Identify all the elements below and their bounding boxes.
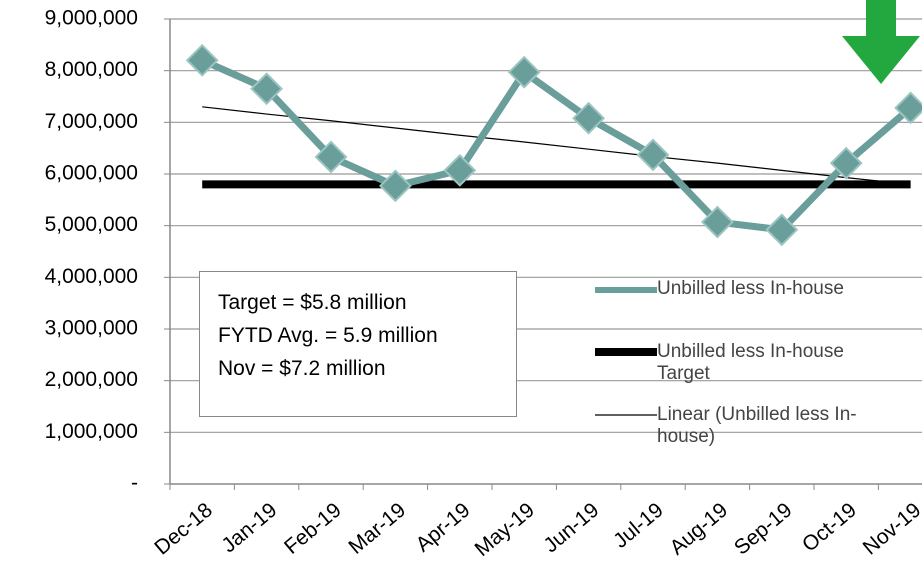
marker <box>829 146 863 180</box>
y-tick-label: 3,000,000 <box>45 317 138 340</box>
series-line <box>200 57 913 234</box>
marker <box>572 101 606 135</box>
annotation: Nov = $7.2 million <box>218 357 386 380</box>
x-tick-label: Jul-19 <box>609 498 668 552</box>
annotation: FYTD Avg. = 5.9 million <box>218 324 438 347</box>
y-tick-label: 6,000,000 <box>45 162 138 185</box>
marker <box>250 72 284 106</box>
y-tick-label: 1,000,000 <box>45 420 138 443</box>
x-tick-label: Mar-19 <box>344 498 410 558</box>
marker <box>507 55 541 89</box>
down-arrow <box>842 0 920 84</box>
marker <box>700 205 734 239</box>
legend-label: Unbilled less In-house <box>657 278 844 299</box>
y-tick-label: - <box>131 472 138 495</box>
x-tick-label: Jun-19 <box>539 498 603 557</box>
trend-line <box>202 106 911 185</box>
legend-label: Linear (Unbilled less In-house) <box>657 404 857 447</box>
x-tick-label: Dec-18 <box>150 498 217 559</box>
x-tick-label: May-19 <box>471 498 539 561</box>
y-tick-label: 9,000,000 <box>45 7 138 30</box>
annotation-box: Target = $5.8 million FYTD Avg. = 5.9 mi… <box>199 271 517 417</box>
x-tick-label: Feb-19 <box>280 498 346 558</box>
marker <box>894 91 922 125</box>
x-tick-label: Sep-19 <box>730 498 797 559</box>
x-tick-label: Nov-19 <box>859 498 922 559</box>
x-tick-label: Apr-19 <box>412 498 475 556</box>
x-tick-label: Aug-19 <box>666 498 733 559</box>
marker <box>765 213 799 247</box>
annotation: Target = $5.8 million <box>218 291 407 314</box>
x-tick-label: Jan-19 <box>217 498 281 557</box>
y-tick-label: 7,000,000 <box>45 110 138 133</box>
legend-label: Unbilled less In-house Target <box>657 341 844 384</box>
y-tick-label: 2,000,000 <box>45 368 138 391</box>
y-tick-label: 4,000,000 <box>45 265 138 288</box>
y-tick-label: 5,000,000 <box>45 213 138 236</box>
marker <box>378 169 412 203</box>
marker <box>185 43 219 77</box>
marker <box>636 138 670 172</box>
marker <box>443 153 477 187</box>
y-tick-label: 8,000,000 <box>45 58 138 81</box>
x-tick-label: Oct-19 <box>798 498 861 556</box>
marker <box>314 140 348 174</box>
